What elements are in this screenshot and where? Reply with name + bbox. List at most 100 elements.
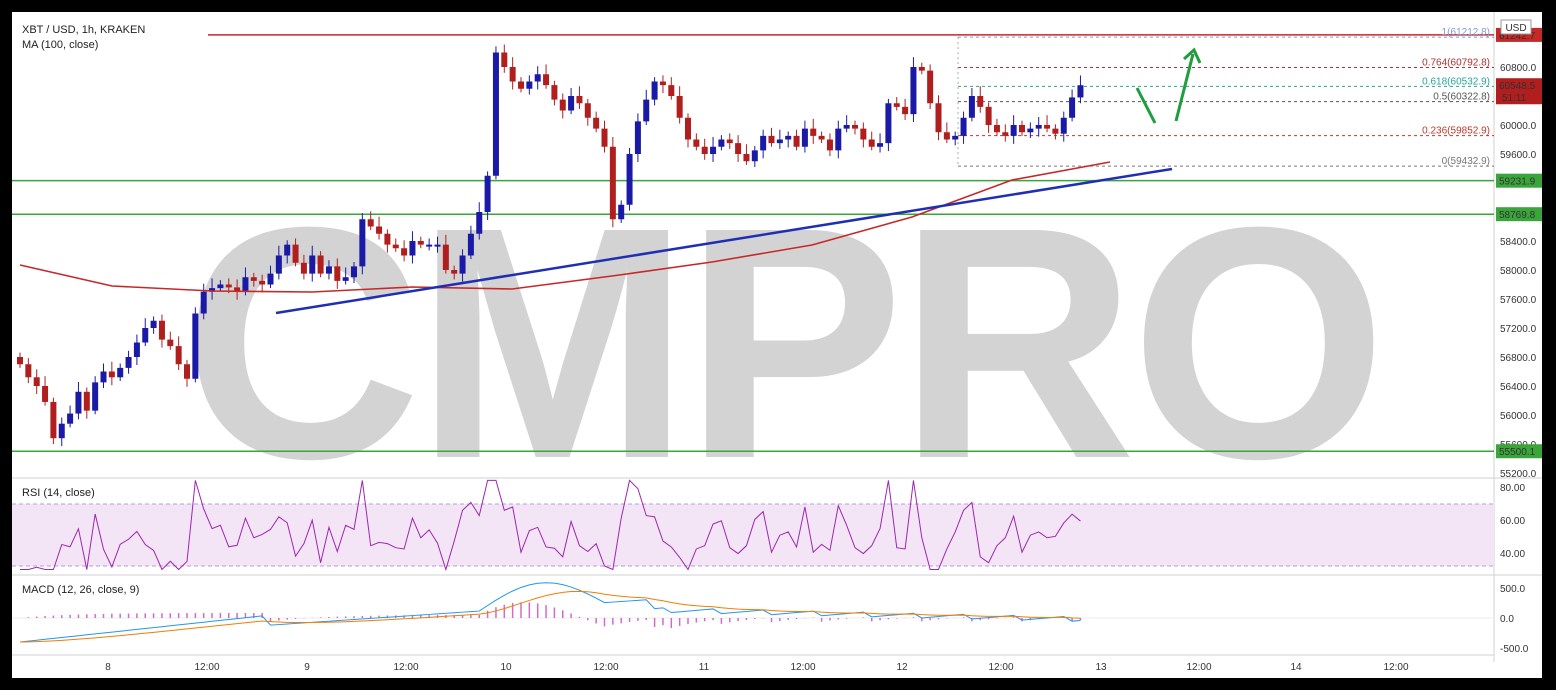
bull-candle — [426, 244, 433, 247]
bear-candle — [334, 266, 341, 281]
price-tick-label: 58000.0 — [1500, 266, 1537, 277]
bear-candle — [735, 143, 742, 154]
bear-candle — [818, 135, 825, 140]
bull-candle — [209, 288, 216, 292]
price-chart[interactable]: CMPRO 1(61212.8) 0.764(60792.8) 0.618(6053… — [12, 12, 1542, 678]
bull-candle — [1077, 85, 1084, 98]
bull-candle — [217, 284, 224, 289]
fib-label: 1(61212.8) — [1442, 27, 1490, 38]
bear-candle — [810, 128, 817, 136]
macd-tick-label: -500.0 — [1500, 644, 1529, 655]
bull-candle — [200, 291, 207, 314]
price-tick-label: 58400.0 — [1500, 237, 1537, 248]
bear-candle — [158, 320, 165, 340]
time-tick-label: 11 — [699, 662, 710, 673]
bull-candle — [1027, 128, 1034, 133]
time-tick-label: 12:00 — [790, 662, 815, 673]
bear-candle — [392, 244, 399, 249]
bear-candle — [826, 139, 833, 151]
rsi-tick-label: 80.00 — [1500, 483, 1525, 494]
bear-candle — [868, 139, 875, 147]
rsi-line — [20, 479, 1081, 572]
bull-candle — [877, 143, 884, 147]
bull-candle — [309, 255, 316, 274]
bull-candle — [626, 154, 633, 205]
time-tick-label: 9 — [304, 662, 310, 673]
price-tick-label: 59600.0 — [1500, 150, 1537, 161]
bull-candle — [192, 313, 199, 379]
bull-candle — [275, 255, 282, 274]
bear-candle — [442, 244, 449, 270]
bear-candle — [543, 74, 550, 86]
bear-candle — [42, 386, 49, 402]
bear-candle — [601, 128, 608, 147]
bear-candle — [593, 117, 600, 129]
support-badge: 59231.9 — [1499, 177, 1536, 188]
arrow-head — [1182, 47, 1202, 64]
bear-candle — [902, 106, 909, 115]
bear-candle — [576, 96, 583, 104]
bar-countdown: 51:11 — [1502, 93, 1527, 104]
bear-candle — [668, 85, 675, 96]
bull-candle — [476, 212, 483, 234]
bull-candle — [835, 128, 842, 151]
current-price: 60548.5 — [1499, 81, 1536, 92]
bull-candle — [643, 99, 650, 122]
time-tick-label: 12:00 — [194, 662, 219, 673]
bull-candle — [785, 135, 792, 140]
bear-candle — [659, 81, 666, 86]
symbol-title: XBT / USD, 1h, KRAKEN — [22, 24, 145, 36]
price-tick-label: 60000.0 — [1500, 121, 1537, 132]
bull-candle — [67, 413, 74, 424]
bull-candle — [776, 139, 783, 144]
bull-candle — [58, 423, 65, 439]
fib-label: 0.5(60322.8) — [1433, 92, 1490, 103]
support-badge: 58769.8 — [1499, 210, 1536, 221]
bull-candle — [409, 241, 416, 256]
bear-candle — [609, 146, 616, 220]
macd-tick-label: 500.0 — [1500, 584, 1525, 595]
price-tick-label: 56000.0 — [1500, 411, 1537, 422]
fib-label: 0(59432.9) — [1442, 156, 1490, 167]
bull-candle — [568, 96, 575, 111]
fib-label: 0.618(60532.9) — [1422, 76, 1490, 87]
support-badge-box — [1496, 173, 1542, 188]
bull-candle — [1060, 117, 1067, 134]
price-tick-label: 55200.0 — [1500, 469, 1537, 480]
time-tick-label: 12 — [896, 662, 908, 673]
bear-candle — [1019, 125, 1025, 133]
bull-candle — [751, 150, 758, 162]
bear-candle — [726, 139, 733, 144]
bear-candle — [685, 117, 691, 140]
bear-candle — [317, 255, 324, 274]
time-tick-label: 12:00 — [1383, 662, 1408, 673]
bull-candle — [100, 371, 107, 383]
bear-candle — [927, 70, 934, 104]
time-tick-label: 8 — [105, 662, 111, 673]
ma-100-line — [19, 161, 1111, 293]
bear-candle — [852, 125, 858, 129]
bull-candle — [718, 139, 725, 147]
bear-candle — [384, 233, 391, 245]
bull-candle — [618, 204, 625, 220]
bear-candle — [768, 135, 775, 144]
support-badge: 55500.1 — [1499, 447, 1536, 458]
bull-candle — [801, 128, 808, 147]
time-tick-label: 12:00 — [988, 662, 1013, 673]
bear-candle — [935, 103, 942, 133]
bear-candle — [225, 284, 232, 288]
bull-candle — [92, 382, 99, 411]
bull-candle — [1069, 97, 1076, 118]
fib-label: 0.764(60792.8) — [1422, 58, 1490, 69]
bull-candle — [434, 244, 441, 247]
bull-candle — [910, 67, 917, 115]
bear-candle — [17, 357, 23, 365]
price-tick-label: 57200.0 — [1500, 324, 1537, 335]
bull-candle — [284, 244, 291, 256]
fib-label: 0.236(59852.9) — [1422, 126, 1490, 137]
bear-candle — [743, 154, 750, 162]
bull-candle — [242, 277, 249, 292]
bull-candle — [710, 146, 717, 154]
bull-candle — [351, 266, 357, 278]
time-tick-label: 12:00 — [1186, 662, 1211, 673]
